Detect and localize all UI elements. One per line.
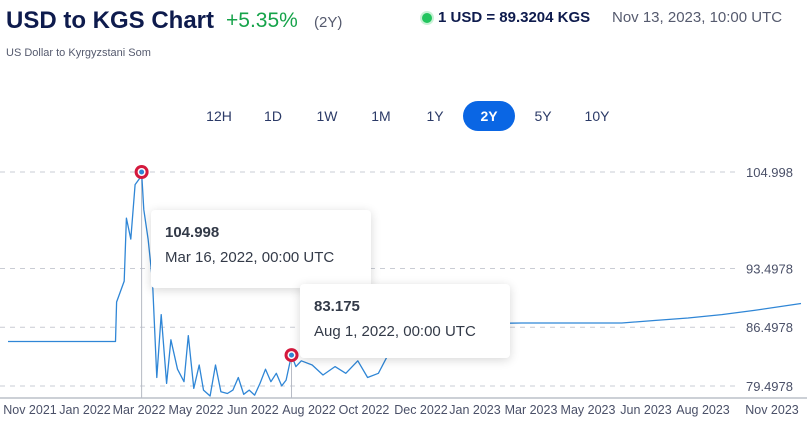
range-5y-button[interactable]: 5Y — [517, 101, 569, 131]
y-tick-label: 79.4978 — [746, 379, 793, 394]
y-tick-label: 86.4978 — [746, 320, 793, 335]
x-tick-label: Nov 2021 — [3, 403, 57, 417]
chart-subtitle: US Dollar to Kyrgyzstani Som — [6, 47, 151, 59]
range-1w-button[interactable]: 1W — [301, 101, 353, 131]
tooltip-time: Aug 1, 2022, 00:00 UTC — [314, 323, 476, 340]
data-point-marker-center — [289, 352, 295, 358]
y-tick-label: 93.4978 — [746, 261, 793, 276]
x-tick-label: Mar 2023 — [505, 403, 558, 417]
tooltip-time: Mar 16, 2022, 00:00 UTC — [165, 249, 335, 266]
page-title: USD to KGS Chart — [6, 7, 215, 34]
chart-header: USD to KGS Chart +5.35% (2Y) 1 USD = 89.… — [6, 5, 806, 65]
chart-tooltip-peak: 104.998 Mar 16, 2022, 00:00 UTC — [151, 210, 371, 288]
x-tick-label: Jun 2022 — [227, 403, 278, 417]
tooltip-value: 104.998 — [165, 224, 220, 241]
data-point-marker-center — [139, 169, 145, 175]
range-10y-button[interactable]: 10Y — [571, 101, 623, 131]
range-1y-button[interactable]: 1Y — [409, 101, 461, 131]
rate-timestamp: Nov 13, 2023, 10:00 UTC — [612, 9, 783, 26]
live-status-icon — [422, 13, 432, 23]
tooltip-value: 83.175 — [314, 298, 360, 315]
chart-tooltip-point: 83.175 Aug 1, 2022, 00:00 UTC — [300, 284, 510, 358]
time-range-selector: 12H 1D 1W 1M 1Y 2Y 5Y 10Y — [193, 101, 625, 131]
x-tick-label: Nov 2023 — [745, 403, 799, 417]
range-1d-button[interactable]: 1D — [247, 101, 299, 131]
x-tick-label: Aug 2022 — [282, 403, 336, 417]
x-tick-label: May 2023 — [561, 403, 616, 417]
x-tick-label: May 2022 — [169, 403, 224, 417]
x-tick-label: Aug 2023 — [676, 403, 730, 417]
range-1m-button[interactable]: 1M — [355, 101, 407, 131]
current-rate: 1 USD = 89.3204 KGS — [438, 9, 591, 26]
x-tick-label: Jun 2023 — [620, 403, 671, 417]
y-tick-label: 104.998 — [746, 165, 793, 180]
period-label: (2Y) — [314, 14, 343, 31]
range-2y-button[interactable]: 2Y — [463, 101, 515, 131]
x-tick-label: Oct 2022 — [339, 403, 390, 417]
x-tick-label: Mar 2022 — [113, 403, 166, 417]
x-tick-label: Dec 2022 — [394, 403, 448, 417]
x-tick-label: Jan 2023 — [449, 403, 500, 417]
range-12h-button[interactable]: 12H — [193, 101, 245, 131]
x-tick-label: Jan 2022 — [59, 403, 110, 417]
percent-change: +5.35% — [226, 9, 298, 32]
